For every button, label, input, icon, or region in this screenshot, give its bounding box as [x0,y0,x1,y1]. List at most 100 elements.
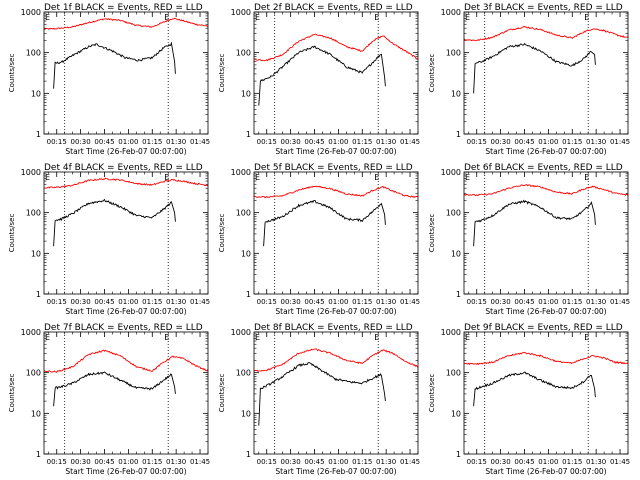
y-tick-label: 1 [456,450,461,459]
y-tick-label: 1000 [21,328,41,337]
x-tick-label: 01:15 [142,298,162,306]
x-tick-label: 00:15 [467,458,487,466]
panel-det-9f: Det 9f BLACK = Events, RED = LLD Counts/s… [428,323,630,476]
x-tick-label: 01:30 [166,458,186,466]
y-tick-label: 1000 [231,8,251,17]
x-tick-label: 01:00 [328,458,348,466]
events-series-line [263,200,386,247]
x-tick-label: 00:15 [257,138,277,146]
panel-title: Det 3f BLACK = Events, RED = LLD [464,3,623,13]
x-tick-label: 01:15 [352,138,372,146]
e-marker: E [465,13,470,22]
x-tick-label: 01:00 [538,298,558,306]
panel-title: Det 8f BLACK = Events, RED = LLD [254,323,413,333]
x-tick-label: 01:45 [190,298,210,306]
e-marker: E [374,333,379,342]
y-tick-label: 1000 [441,168,461,177]
panel-frame [253,11,419,135]
x-tick-label: 00:30 [281,458,301,466]
e-marker: E [255,13,260,22]
e-marker: E [255,173,260,182]
y-tick-label: 10 [31,409,41,418]
x-tick-label: 01:15 [562,298,582,306]
e-marker: E [584,333,589,342]
x-tick-label: 00:45 [94,298,114,306]
panel-det-7f: Det 7f BLACK = Events, RED = LLD Counts/s… [8,323,210,476]
y-axis-label: Counts/sec [218,54,226,93]
x-tick-label: 01:00 [328,138,348,146]
x-tick-label: 00:45 [514,298,534,306]
y-tick-label: 100 [446,369,461,378]
panel-title: Det 6f BLACK = Events, RED = LLD [464,163,623,173]
y-axis-label: Counts/sec [428,54,436,93]
panel-title: Det 9f BLACK = Events, RED = LLD [464,323,623,333]
y-tick-label: 1 [246,290,251,299]
y-tick-label: 1000 [441,8,461,17]
panel-frame [43,331,209,455]
e-marker: E [164,333,169,342]
e-marker: E [374,173,379,182]
y-tick-label: 100 [26,49,41,58]
y-tick-label: 1 [36,290,41,299]
panel-det-1f: Det 1f BLACK = Events, RED = LLD Counts/s… [8,3,210,156]
panel-det-4f: Det 4f BLACK = Events, RED = LLD Counts/s… [8,163,210,316]
x-tick-label: 01:30 [586,458,606,466]
e-marker: E [465,333,470,342]
panel-det-3f: Det 3f BLACK = Events, RED = LLD Counts/s… [428,3,630,156]
y-tick-label: 100 [26,209,41,218]
x-tick-label: 00:45 [304,458,324,466]
y-axis-label: Counts/sec [428,374,436,413]
panel-title: Det 1f BLACK = Events, RED = LLD [44,3,203,13]
y-tick-label: 100 [236,209,251,218]
panel-title: Det 2f BLACK = Events, RED = LLD [254,3,413,13]
x-tick-label: 00:15 [47,138,67,146]
events-series-line [53,371,176,407]
x-tick-label: 00:15 [257,458,277,466]
y-axis-label: Counts/sec [428,214,436,253]
lld-series-line [253,348,419,373]
panel-frame [253,331,419,455]
x-tick-label: 01:30 [166,298,186,306]
x-tick-label: 00:15 [47,458,67,466]
x-tick-label: 00:45 [514,138,534,146]
e-marker: E [45,173,50,182]
x-axis-label: Start Time (26-Feb-07 00:07:00) [65,307,186,316]
x-tick-label: 01:00 [538,458,558,466]
x-tick-label: 01:45 [610,138,630,146]
x-tick-label: 00:30 [491,458,511,466]
x-tick-label: 00:45 [304,298,324,306]
x-tick-label: 00:30 [71,298,91,306]
panel-title: Det 5f BLACK = Events, RED = LLD [254,163,413,173]
y-tick-label: 1000 [21,8,41,17]
x-axis-label: Start Time (26-Feb-07 00:07:00) [275,467,396,476]
events-series-line [258,45,386,106]
x-tick-label: 01:45 [610,298,630,306]
y-tick-label: 100 [236,369,251,378]
x-tick-label: 01:30 [376,458,396,466]
x-axis-label: Start Time (26-Feb-07 00:07:00) [65,147,186,156]
panel-frame [253,171,419,295]
x-axis-label: Start Time (26-Feb-07 00:07:00) [275,307,396,316]
e-marker: E [374,13,379,22]
x-tick-label: 00:15 [257,298,277,306]
x-tick-label: 00:30 [71,138,91,146]
y-tick-label: 100 [446,209,461,218]
panel-title: Det 4f BLACK = Events, RED = LLD [44,163,203,173]
x-tick-label: 01:00 [328,298,348,306]
x-tick-label: 01:00 [538,138,558,146]
x-tick-label: 00:45 [304,138,324,146]
x-tick-label: 00:45 [94,458,114,466]
y-tick-label: 10 [241,89,251,98]
y-tick-label: 10 [451,409,461,418]
x-axis-label: Start Time (26-Feb-07 00:07:00) [485,307,606,316]
x-tick-label: 01:15 [562,458,582,466]
x-tick-label: 01:45 [610,458,630,466]
y-tick-label: 10 [451,89,461,98]
panel-det-6f: Det 6f BLACK = Events, RED = LLD Counts/s… [428,163,630,316]
y-tick-label: 1000 [21,168,41,177]
x-tick-label: 01:15 [352,458,372,466]
y-tick-label: 10 [31,89,41,98]
x-tick-label: 01:30 [586,298,606,306]
x-tick-label: 01:45 [190,458,210,466]
